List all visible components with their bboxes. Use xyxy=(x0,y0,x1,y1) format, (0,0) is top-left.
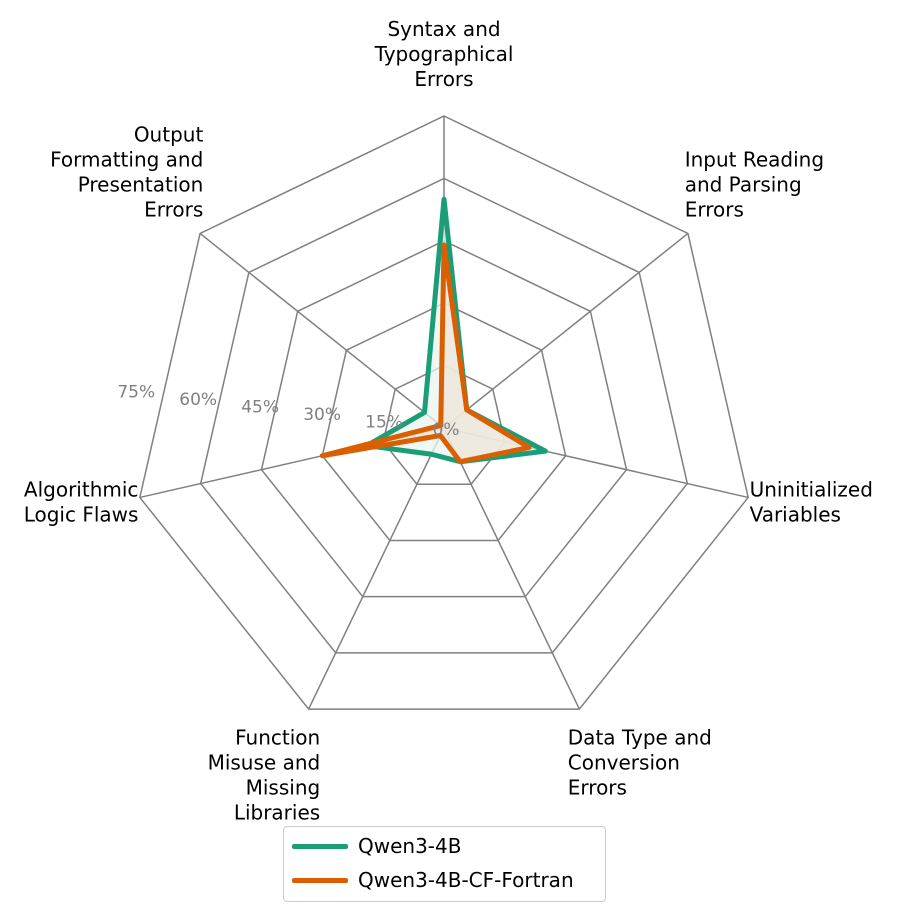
axis-label: Output Formatting and Presentation Errors xyxy=(50,123,203,222)
series-line-1 xyxy=(319,242,532,465)
radial-tick-label: 30% xyxy=(303,405,341,425)
axis-label: Function Misuse and Missing Libraries xyxy=(208,726,321,825)
legend-label: Qwen3-4B-CF-Fortran xyxy=(358,868,574,892)
series-lines xyxy=(319,196,548,465)
axis-label-line: Output xyxy=(134,123,204,147)
radial-tick-label: 15% xyxy=(365,413,403,433)
axis-spoke xyxy=(199,232,445,429)
axis-label-line: Input Reading xyxy=(685,148,824,172)
axis-label-line: Logic Flaws xyxy=(24,502,139,526)
grid-ring xyxy=(139,115,749,710)
axis-label: Data Type and Conversion Errors xyxy=(568,726,712,800)
axis-label-line: Misuse and xyxy=(208,751,321,775)
axis-spoke xyxy=(443,232,689,429)
axis-label-line: Missing xyxy=(246,776,321,800)
axis-spoke xyxy=(307,427,445,710)
axis-label-line: Uninitialized xyxy=(750,477,873,501)
radial-tick-label: 45% xyxy=(241,398,279,418)
axis-label-line: Errors xyxy=(414,67,473,91)
radial-tick-label: 75% xyxy=(117,383,155,403)
axis-spoke xyxy=(443,427,581,710)
axis-label-line: Libraries xyxy=(234,801,320,825)
axis-label: Algorithmic Logic Flaws xyxy=(24,477,139,526)
axis-label: Input Reading and Parsing Errors xyxy=(685,148,824,222)
grid-ring xyxy=(260,239,628,598)
legend-label: Qwen3-4B xyxy=(358,834,462,858)
axis-label-line: Presentation xyxy=(78,173,204,197)
axis-label-line: Errors xyxy=(568,776,627,800)
axis-label-line: Conversion xyxy=(568,751,680,775)
grid-ring xyxy=(321,302,567,542)
axis-label-line: Data Type and xyxy=(568,726,712,750)
radial-tick-label: 60% xyxy=(179,390,217,410)
radial-tick-label: 0% xyxy=(433,420,460,440)
axis-label-line: Algorithmic xyxy=(24,477,139,501)
axis-label: Syntax and Typographical Errors xyxy=(374,17,514,91)
axis-label: Uninitialized Variables xyxy=(750,477,873,526)
axis-label-line: and Parsing xyxy=(685,173,802,197)
legend-item-qwen3-4b-cf-fortran: Qwen3-4B-CF-Fortran xyxy=(292,865,574,895)
axis-label-line: Syntax and xyxy=(387,17,500,41)
axis-label-line: Formatting and xyxy=(50,148,203,172)
legend: Qwen3-4B Qwen3-4B-CF-Fortran xyxy=(283,826,606,902)
axis-label-line: Errors xyxy=(685,198,744,222)
axis-label-line: Typographical xyxy=(374,42,514,66)
radial-tick-labels: 0% 15% 30% 45% 60% 75% xyxy=(117,383,459,440)
axis-label-line: Errors xyxy=(144,198,203,222)
grid-ring xyxy=(199,177,689,654)
legend-item-qwen3-4b: Qwen3-4B xyxy=(292,831,461,861)
legend-swatch-qwen3-4b xyxy=(292,843,348,849)
series-area-1 xyxy=(322,244,530,462)
legend-swatch-qwen3-4b-cf-fortran xyxy=(292,877,348,883)
axis-label-line: Function xyxy=(235,726,320,750)
grid-ring xyxy=(382,364,506,485)
axis-label-line: Variables xyxy=(750,502,841,526)
